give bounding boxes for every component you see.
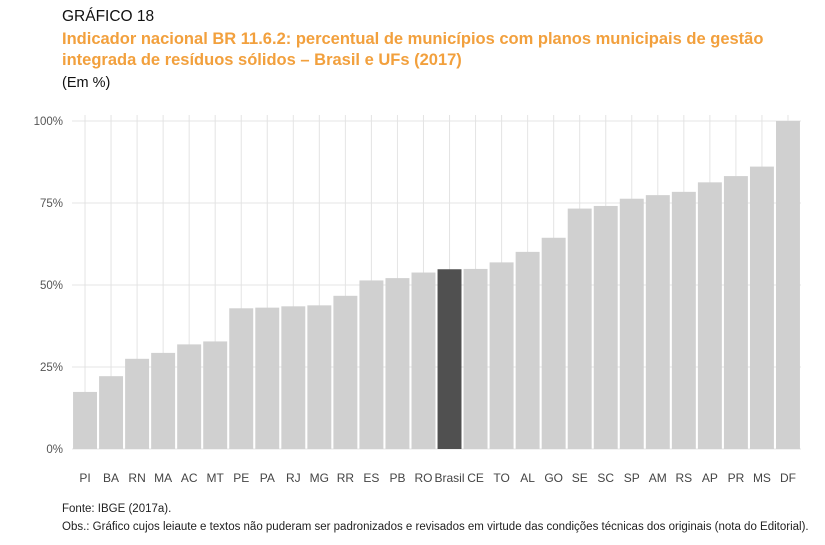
x-tick-label: RS xyxy=(676,471,693,485)
bar-ma xyxy=(151,352,176,449)
chart-title-line-2: integrada de resíduos sólidos – Brasil e… xyxy=(62,51,462,69)
bar-rs xyxy=(671,191,696,449)
bar-ac xyxy=(177,344,202,449)
x-tick-label: RO xyxy=(414,471,432,485)
unit-label: (Em %) xyxy=(62,75,111,91)
bar-rr xyxy=(333,295,358,449)
x-tick-label: AC xyxy=(181,471,198,485)
x-tick-label: RN xyxy=(128,471,145,485)
x-tick-label: MA xyxy=(154,471,172,485)
bar-pi xyxy=(73,391,97,449)
bar-ba xyxy=(99,376,124,449)
bar-pr xyxy=(723,176,748,449)
bar-mt xyxy=(203,341,228,449)
x-tick-label: PA xyxy=(260,471,275,485)
figure-label: GRÁFICO 18 xyxy=(62,8,155,25)
bar-al xyxy=(515,251,540,449)
bar-sp xyxy=(619,198,644,449)
x-tick-label: RJ xyxy=(286,471,301,485)
bar-mg xyxy=(307,305,332,449)
x-tick-label: MT xyxy=(207,471,225,485)
x-tick-label: AL xyxy=(520,471,535,485)
bar-ms xyxy=(749,166,774,450)
x-axis-ticks: PI BA RN MA AC MT PE PA RJ MG RR ES PB RO Brasil CE TO AL… xyxy=(79,471,796,485)
x-tick-label: GO xyxy=(544,471,563,485)
x-tick-label: RR xyxy=(337,471,355,485)
x-tick-label: Brasil xyxy=(435,471,465,485)
x-tick-label: PI xyxy=(79,471,90,485)
x-tick-label: CE xyxy=(467,471,484,485)
y-tick-label: 25% xyxy=(40,362,63,374)
bar-pa xyxy=(255,307,280,449)
bar-sc xyxy=(593,205,618,449)
bar-to xyxy=(489,262,514,449)
y-tick-label: 0% xyxy=(46,444,63,456)
x-tick-label: DF xyxy=(780,471,796,485)
chart-title-line-1: Indicador nacional BR 11.6.2: percentual… xyxy=(62,30,764,48)
y-tick-label: 50% xyxy=(40,280,63,292)
x-tick-label: BA xyxy=(103,471,119,485)
source-note: Fonte: IBGE (2017a). xyxy=(62,503,172,515)
bar-ap xyxy=(697,182,722,449)
x-tick-label: PR xyxy=(728,471,745,485)
x-tick-label: PE xyxy=(233,471,249,485)
bar-df xyxy=(776,121,800,449)
bar-rj xyxy=(281,306,306,449)
bars xyxy=(73,121,800,450)
x-tick-label: MS xyxy=(753,471,771,485)
y-axis-ticks: 0% 25% 50% 75% 100% xyxy=(34,116,63,456)
bar-am xyxy=(645,195,670,449)
bar-pb xyxy=(385,278,410,449)
bar-brasil xyxy=(437,269,462,449)
bar-se xyxy=(567,208,592,449)
bar-rn xyxy=(125,358,150,449)
x-tick-label: ES xyxy=(363,471,379,485)
x-tick-label: SC xyxy=(597,471,614,485)
x-tick-label: SP xyxy=(624,471,640,485)
bar-ce xyxy=(463,268,488,449)
x-tick-label: PB xyxy=(389,471,405,485)
x-tick-label: AM xyxy=(649,471,667,485)
x-tick-label: MG xyxy=(310,471,329,485)
x-tick-label: TO xyxy=(493,471,509,485)
x-tick-label: SE xyxy=(572,471,588,485)
bar-pe xyxy=(229,308,254,449)
x-tick-label: AP xyxy=(702,471,718,485)
y-tick-label: 100% xyxy=(34,116,63,128)
bar-ro xyxy=(411,272,436,449)
bar-go xyxy=(541,237,566,449)
y-tick-label: 75% xyxy=(40,198,63,210)
bar-es xyxy=(359,280,384,449)
observation-note: Obs.: Gráfico cujos leiaute e textos não… xyxy=(62,521,809,533)
